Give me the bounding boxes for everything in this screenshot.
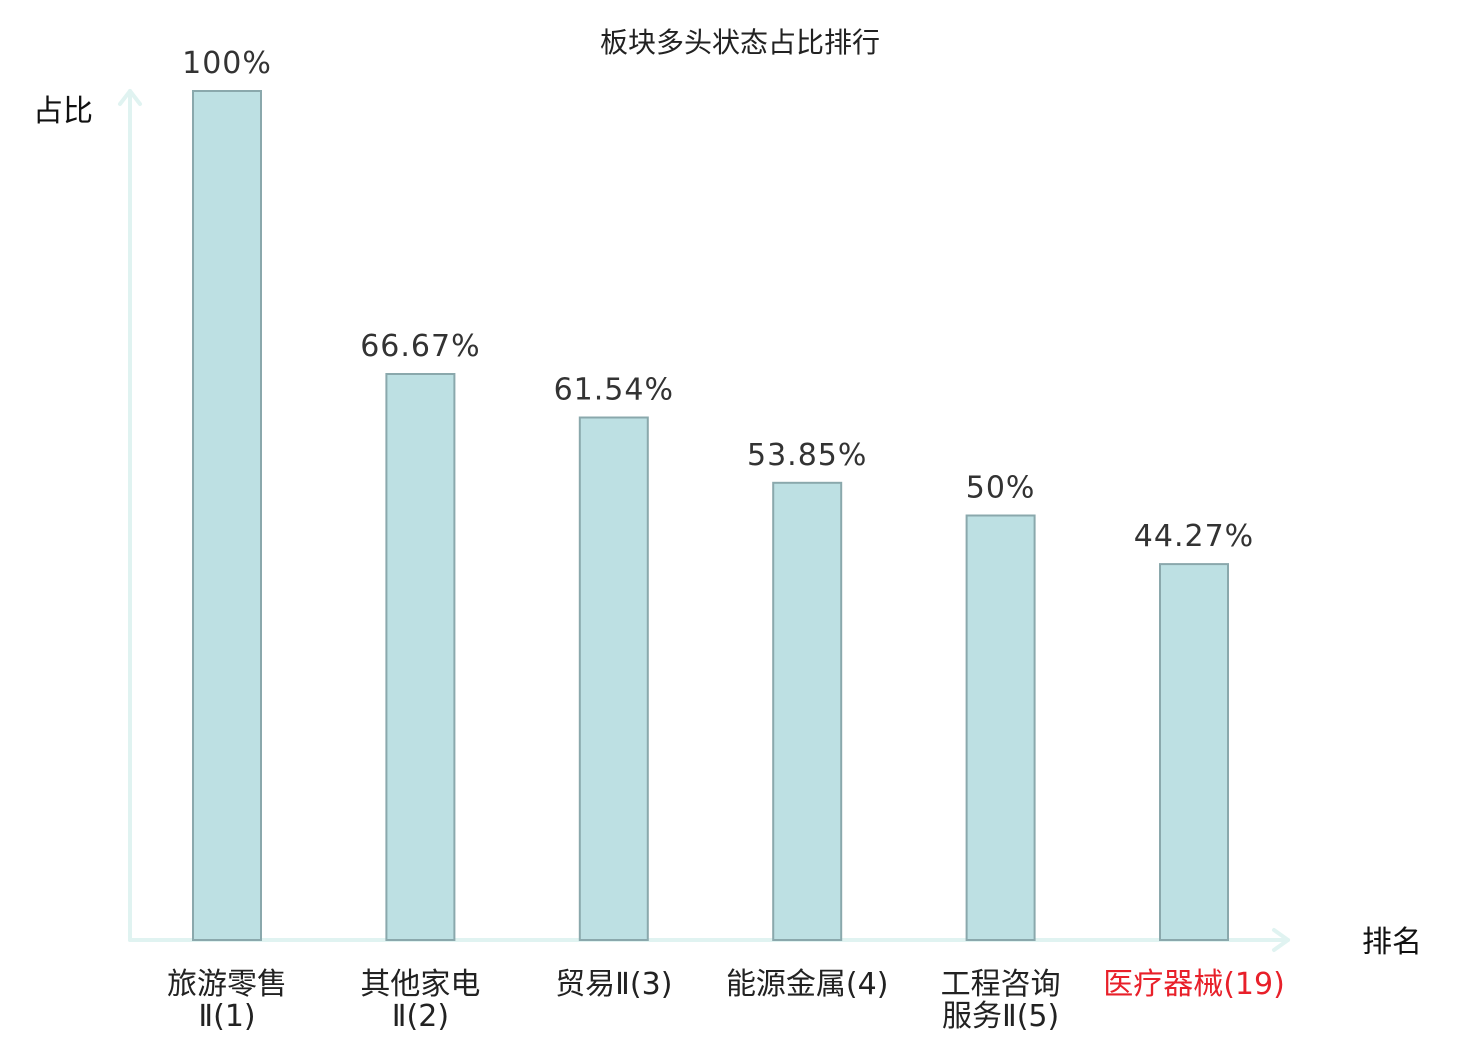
category-label-line: 能源金属(4)	[726, 967, 889, 1002]
bar	[1159, 563, 1229, 941]
y-axis-label: 占比	[33, 94, 93, 129]
bar-value-label: 44.27%	[1134, 519, 1254, 554]
bar	[385, 373, 456, 941]
category-label-line: 服务Ⅱ(5)	[942, 999, 1059, 1034]
category-label-line: 医疗器械(19)	[1103, 967, 1285, 1002]
bar	[578, 416, 649, 941]
bar-value-label: 100%	[182, 46, 272, 81]
bar-value-label: 61.54%	[554, 373, 674, 408]
bar	[965, 514, 1036, 941]
category-label-line: Ⅱ(2)	[392, 999, 449, 1034]
bar	[192, 90, 262, 941]
x-axis-arrow	[1272, 928, 1290, 952]
bar	[772, 481, 843, 941]
category-label: 旅游零售 Ⅱ(1)	[167, 967, 287, 1034]
chart-title: 板块多头状态占比排行	[600, 26, 880, 59]
category-label: 能源金属(4)	[726, 967, 889, 1002]
category-label-line: 旅游零售	[167, 967, 287, 1002]
value-labels-group: 100% 66.67% 61.54% 53.85% 50% 44.27%	[182, 46, 1254, 554]
x-axis-label: 排名	[1362, 925, 1422, 960]
category-label: 贸易Ⅱ(3)	[555, 967, 672, 1002]
category-label-line: 工程咨询	[941, 967, 1061, 1002]
category-label-line: 贸易Ⅱ(3)	[555, 967, 672, 1002]
bar-value-label: 50%	[966, 471, 1036, 506]
bar-value-label: 53.85%	[747, 438, 867, 473]
category-label: 医疗器械(19)	[1103, 967, 1285, 1002]
category-label-line: 其他家电	[360, 967, 480, 1002]
category-label-line: Ⅱ(1)	[198, 999, 255, 1034]
bars-group	[192, 90, 1229, 941]
bar-value-label: 66.67%	[360, 329, 480, 364]
category-label: 其他家电 Ⅱ(2)	[360, 967, 480, 1034]
category-label: 工程咨询服务Ⅱ(5)	[941, 967, 1061, 1034]
category-labels-group: 旅游零售 Ⅱ(1) 其他家电 Ⅱ(2) 贸易Ⅱ(3) 能源金属(4) 工程咨询服务Ⅱ(5) 医…	[167, 967, 1285, 1034]
